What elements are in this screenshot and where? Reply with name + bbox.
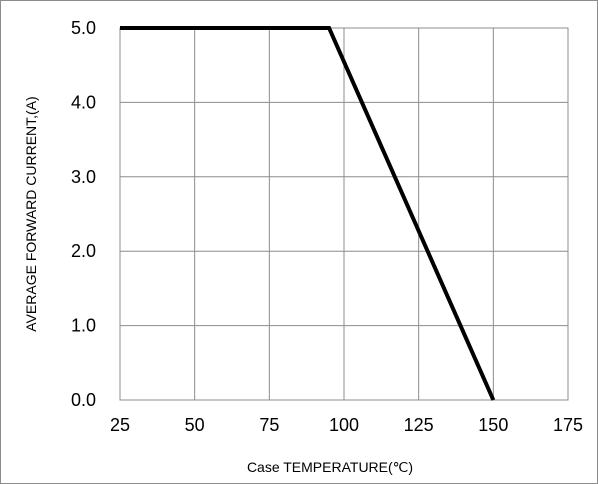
x-axis-label: Case TEMPERATURE(℃) [247,459,413,475]
y-tick-label: 1.0 [71,316,96,336]
y-tick-label: 5.0 [71,18,96,38]
derating-curve [120,26,496,401]
y-tick-label: 0.0 [71,390,96,410]
x-tick-label: 75 [259,415,279,435]
x-tick-label: 50 [185,415,205,435]
y-tick-label: 3.0 [71,167,96,187]
x-tick-labels: 25 50 75 100 125 150 175 [110,415,583,435]
x-tick-label: 100 [329,415,359,435]
grid-vertical [194,28,494,400]
y-axis-label: AVERAGE FORWARD CURRENT,(A) [23,96,39,331]
x-tick-label: 25 [110,415,130,435]
x-tick-label: 150 [478,415,508,435]
series-layer [120,26,496,401]
grid-horizontal [120,101,568,327]
plot-border [119,27,569,401]
y-tick-label: 4.0 [71,92,96,112]
y-tick-labels: 0.0 1.0 2.0 3.0 4.0 5.0 [71,18,96,410]
y-tick-label: 2.0 [71,241,96,261]
x-tick-label: 175 [553,415,583,435]
x-tick-label: 125 [404,415,434,435]
